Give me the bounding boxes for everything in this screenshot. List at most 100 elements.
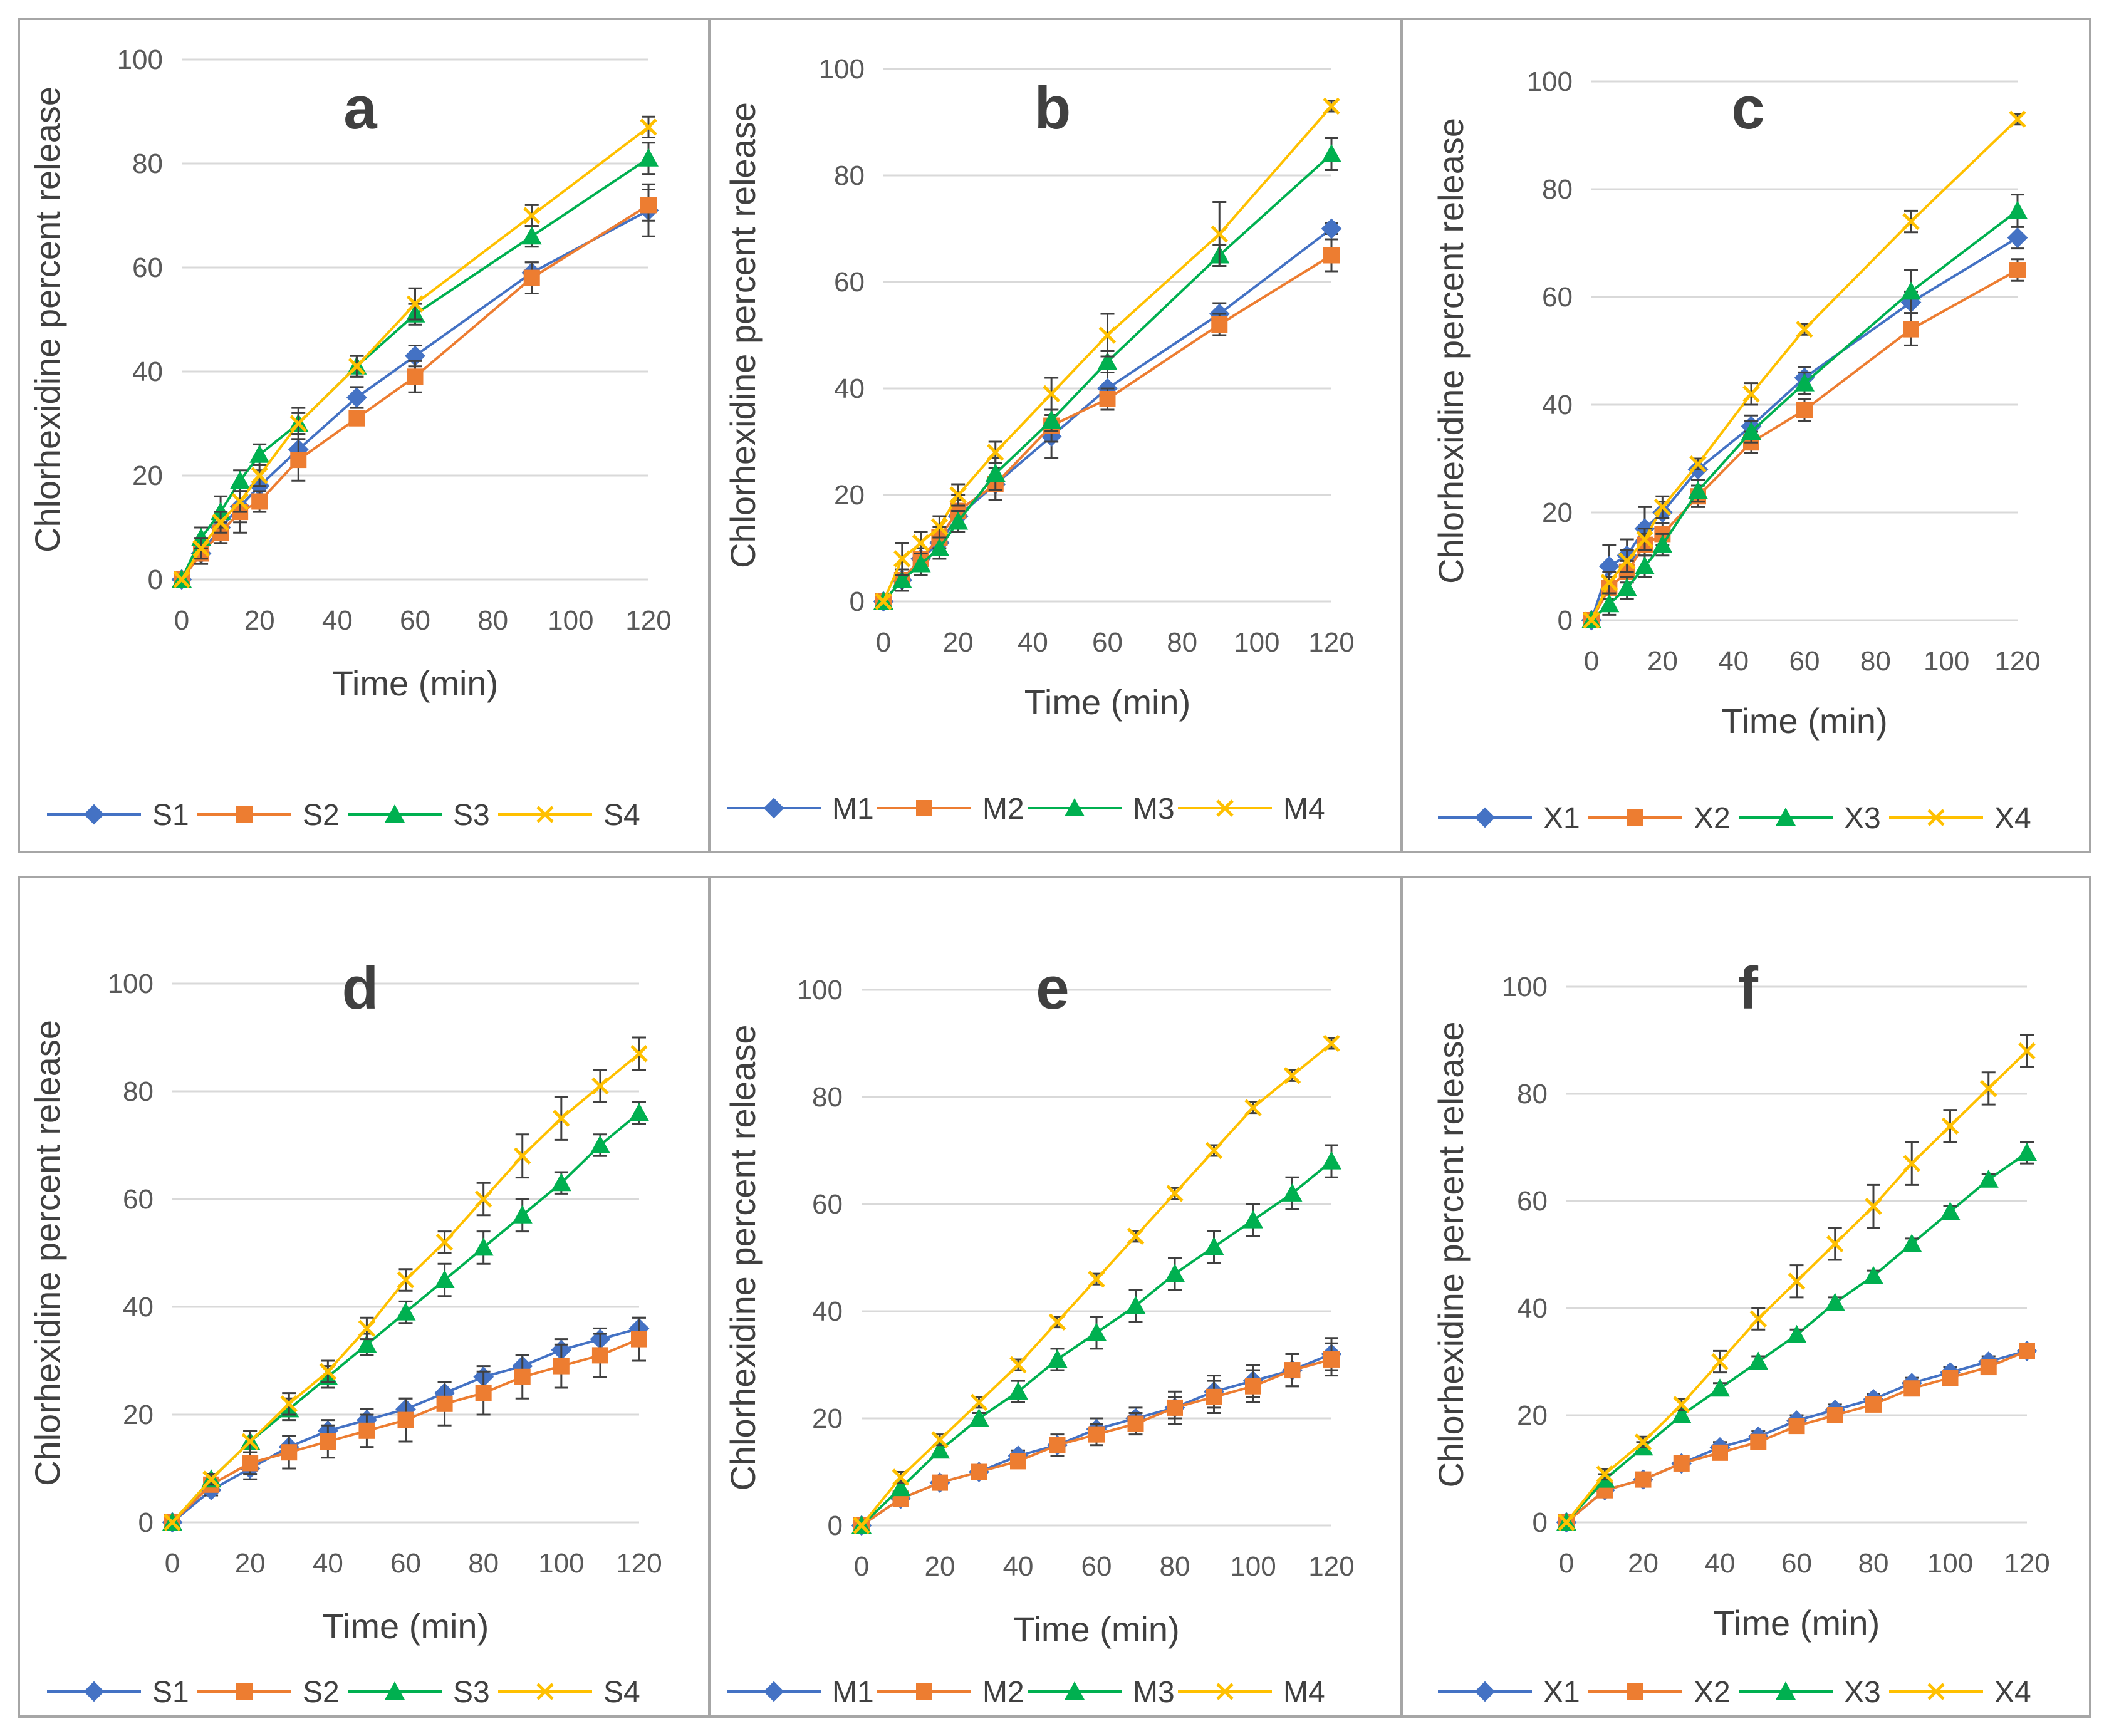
y-tick-label: 20 <box>812 1403 843 1434</box>
data-point <box>1043 385 1060 403</box>
legend-item: S2 <box>197 1676 340 1709</box>
y-tick-label: 80 <box>132 148 163 179</box>
x-axis-title: Time (min) <box>332 663 498 703</box>
data-point <box>875 593 892 610</box>
data-point <box>892 1468 910 1486</box>
legend-item: S2 <box>197 799 340 832</box>
data-point <box>1010 1453 1026 1470</box>
data-point <box>1941 1117 1959 1135</box>
data-point <box>932 1474 948 1491</box>
series-line <box>1590 236 2019 621</box>
legend-marker <box>1216 799 1234 817</box>
legend-marker <box>385 804 405 823</box>
y-tick-label: 80 <box>812 1082 843 1113</box>
data-point <box>1600 574 1618 591</box>
data-point <box>1321 218 1342 239</box>
y-tick-label: 40 <box>812 1296 843 1327</box>
x-tick-label: 40 <box>1718 646 1749 677</box>
data-point <box>1596 1465 1614 1483</box>
x-tick-label: 100 <box>1234 627 1279 658</box>
series-S4 <box>164 1036 648 1531</box>
chart-a: 0 20 40 60 80 100 0 20 40 60 80 100 120 Time (min) Chl… <box>28 44 672 832</box>
data-point <box>2017 1143 2037 1162</box>
y-axis-title: Chlorhexidine percent release <box>28 86 67 553</box>
data-point <box>192 539 210 557</box>
legend-item: X1 <box>1438 1676 1580 1709</box>
series-line <box>180 209 649 581</box>
data-point <box>1796 402 1813 418</box>
data-point <box>631 1331 647 1348</box>
data-point <box>1673 1455 1690 1472</box>
x-tick-label: 0 <box>876 627 891 658</box>
data-point <box>1167 1399 1183 1416</box>
data-point <box>2009 110 2026 128</box>
data-point <box>1901 281 1921 300</box>
data-point <box>1323 247 1340 264</box>
data-point <box>986 444 1004 461</box>
y-tick-label: 0 <box>828 1510 843 1541</box>
data-point <box>591 1347 608 1364</box>
data-point <box>1903 321 1919 338</box>
legend-label: S2 <box>303 1676 340 1709</box>
data-point <box>1942 1370 1959 1386</box>
data-point <box>1826 1407 1843 1423</box>
x-tick-label: 40 <box>1003 1551 1034 1582</box>
legend-marker <box>1927 809 1945 826</box>
data-point <box>2018 1042 2036 1060</box>
data-point <box>1583 611 1600 629</box>
y-tick-label: 20 <box>1517 1400 1548 1431</box>
y-axis-title: Chlorhexidine percent release <box>723 102 763 568</box>
data-point <box>890 1478 911 1497</box>
x-tick-label: 60 <box>1789 646 1820 677</box>
data-point <box>2019 1343 2035 1359</box>
data-point <box>591 1077 609 1095</box>
legend-item: M3 <box>1028 1676 1175 1709</box>
data-point <box>1903 1380 1920 1397</box>
data-point <box>289 415 308 432</box>
data-point <box>1088 1426 1105 1443</box>
data-point <box>590 1135 610 1153</box>
x-tick-label: 120 <box>1994 646 2040 677</box>
data-point <box>1321 1151 1341 1170</box>
chart-e: 0 20 40 60 80 100 0 20 40 60 80 100 120 Time (min) Chl… <box>723 955 1355 1709</box>
data-point <box>1671 1405 1692 1423</box>
data-point <box>1205 1141 1223 1160</box>
x-tick-label: 20 <box>925 1551 956 1582</box>
legend-marker <box>83 1681 105 1702</box>
legend-marker <box>1776 808 1796 826</box>
data-point <box>395 1302 416 1321</box>
y-tick-label: 20 <box>123 1400 154 1430</box>
legend-item: S4 <box>498 1676 640 1709</box>
series-line <box>882 105 1333 602</box>
legend-label: S2 <box>303 799 340 832</box>
legend-item: X1 <box>1438 802 1580 835</box>
legend-label: X2 <box>1694 802 1731 835</box>
legend-marker <box>1474 1681 1496 1702</box>
y-tick-label: 80 <box>123 1076 154 1107</box>
y-tick-label: 40 <box>834 373 865 404</box>
series-S3 <box>162 1101 649 1531</box>
x-tick-label: 120 <box>1308 627 1354 658</box>
legend-label: S3 <box>453 799 490 832</box>
legend-label: M3 <box>1133 1676 1175 1709</box>
data-point <box>1284 1362 1301 1379</box>
data-point <box>1211 225 1229 243</box>
data-point <box>1865 1197 1882 1215</box>
x-tick-label: 120 <box>1308 1551 1354 1582</box>
x-tick-label: 60 <box>1081 1551 1112 1582</box>
data-point <box>2007 227 2028 248</box>
legend-label: X4 <box>1994 802 2031 835</box>
legend-label: S1 <box>152 799 189 832</box>
legend-marker <box>763 1681 784 1702</box>
x-axis-title: Time (min) <box>1013 1609 1179 1649</box>
chart-b: 0 20 40 60 80 100 0 20 40 60 80 100 120 Time (min) Chl… <box>723 54 1355 826</box>
legend: X1 X2 X3 X4 <box>1438 1676 2031 1709</box>
data-point <box>1127 1415 1144 1432</box>
legend-marker <box>1474 807 1496 828</box>
x-tick-label: 100 <box>538 1548 584 1579</box>
x-tick-label: 0 <box>165 1548 180 1579</box>
data-point <box>1047 1349 1068 1368</box>
data-point <box>1796 320 1813 338</box>
legend-marker <box>83 804 105 825</box>
